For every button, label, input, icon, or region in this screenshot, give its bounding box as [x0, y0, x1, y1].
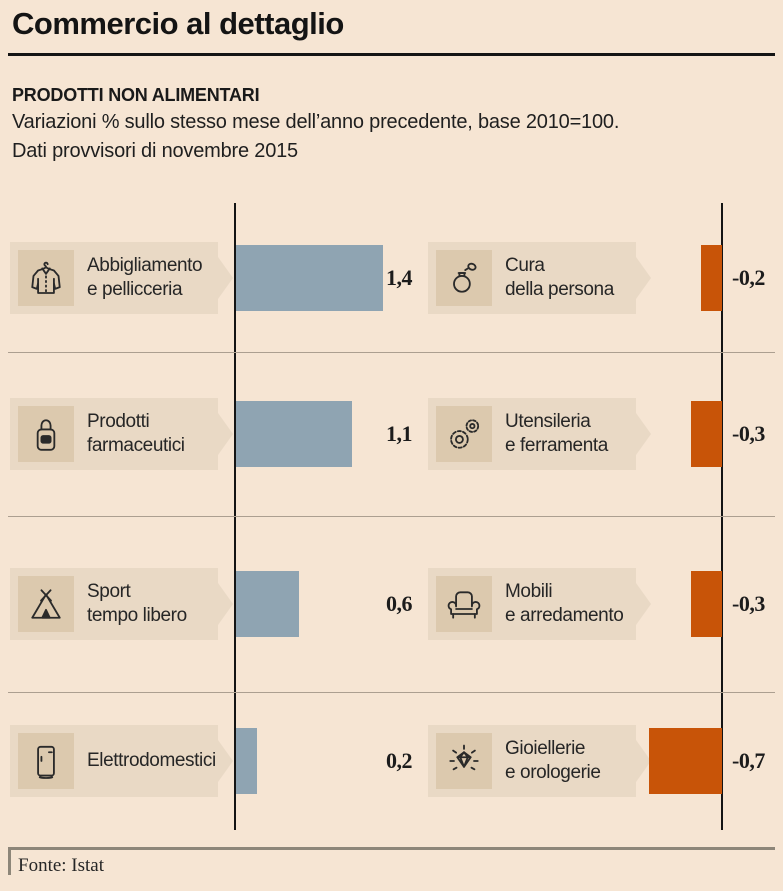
coat-icon [18, 249, 74, 306]
category-label-text: Sport tempo libero [87, 581, 187, 626]
category-label-mobili: Mobili e arredamento [428, 568, 636, 640]
value-label: -0,3 [732, 421, 765, 446]
bar-elettrodomestici [236, 728, 257, 794]
source-text: Fonte: Istat [18, 855, 105, 876]
bar-cura-persona [701, 244, 722, 311]
value-label: 1,4 [386, 264, 413, 290]
chart-subtitle-line2: Dati provvisori di novembre 2015 [12, 140, 298, 162]
armchair-icon [436, 576, 492, 632]
footer-divider [8, 847, 775, 850]
tent-icon [18, 576, 74, 632]
row-separator [8, 692, 775, 693]
value-label: 0,6 [386, 591, 413, 616]
perfume-icon [436, 249, 492, 306]
value-label: -0,3 [732, 591, 765, 616]
chart-subtitle-line1: Variazioni % sullo stesso mese dell’anno… [12, 111, 620, 133]
value-label: -0,7 [732, 748, 765, 773]
row-separator [8, 516, 775, 517]
title-divider [8, 53, 775, 56]
category-label-text: Elettrodomestici [87, 750, 216, 772]
bar-abbigliamento [236, 244, 383, 311]
bar-sport [236, 571, 299, 637]
bar-gioiellerie [648, 728, 722, 794]
bar-farmaceutici [236, 401, 352, 467]
value-label: 0,2 [386, 748, 413, 773]
value-label: 1,1 [386, 421, 413, 446]
value-label: -0,2 [732, 264, 765, 290]
category-label-cura-persona: Cura della persona [428, 241, 636, 314]
chart-row-3: Sport tempo libero 0,6 Mobili e [0, 516, 783, 692]
category-label-abbigliamento: Abbigliamento e pellicceria [10, 241, 218, 314]
pharmacy-bottle-icon [18, 406, 74, 462]
category-label-text: Gioiellerie e orologerie [505, 738, 601, 783]
bar-chart: Abbigliamento e pellicceria 1,4 [0, 203, 783, 830]
category-label-farmaceutici: Prodotti farmaceutici [10, 398, 218, 470]
category-label-sport: Sport tempo libero [10, 568, 218, 640]
category-label-text: Abbigliamento e pellicceria [87, 254, 203, 300]
chart-row-4: Elettrodomestici 0,2 Gioiellerie e orolo… [0, 692, 783, 830]
page-title: Commercio al dettaglio [12, 6, 344, 41]
category-label-elettrodomestici: Elettrodomestici [10, 725, 218, 797]
chart-row-2: Prodotti farmaceutici 1,1 Utensileria [0, 352, 783, 516]
bar-mobili [690, 571, 722, 637]
category-label-text: Prodotti farmaceutici [87, 411, 185, 456]
category-label-text: Utensileria e ferramenta [505, 411, 608, 456]
category-label-utensileria: Utensileria e ferramenta [428, 398, 636, 470]
category-label-text: Mobili e arredamento [505, 581, 624, 626]
bar-utensileria [690, 401, 722, 467]
category-label-text: Cura della persona [505, 254, 614, 300]
section-title: PRODOTTI NON ALIMENTARI [12, 85, 260, 105]
diamond-icon [436, 733, 492, 789]
chart-row-1: Abbigliamento e pellicceria 1,4 [0, 203, 783, 352]
footer-left-tick [8, 847, 11, 875]
category-label-gioiellerie: Gioiellerie e orologerie [428, 725, 636, 797]
gears-icon [436, 406, 492, 462]
row-separator [8, 352, 775, 353]
fridge-icon [18, 733, 74, 789]
